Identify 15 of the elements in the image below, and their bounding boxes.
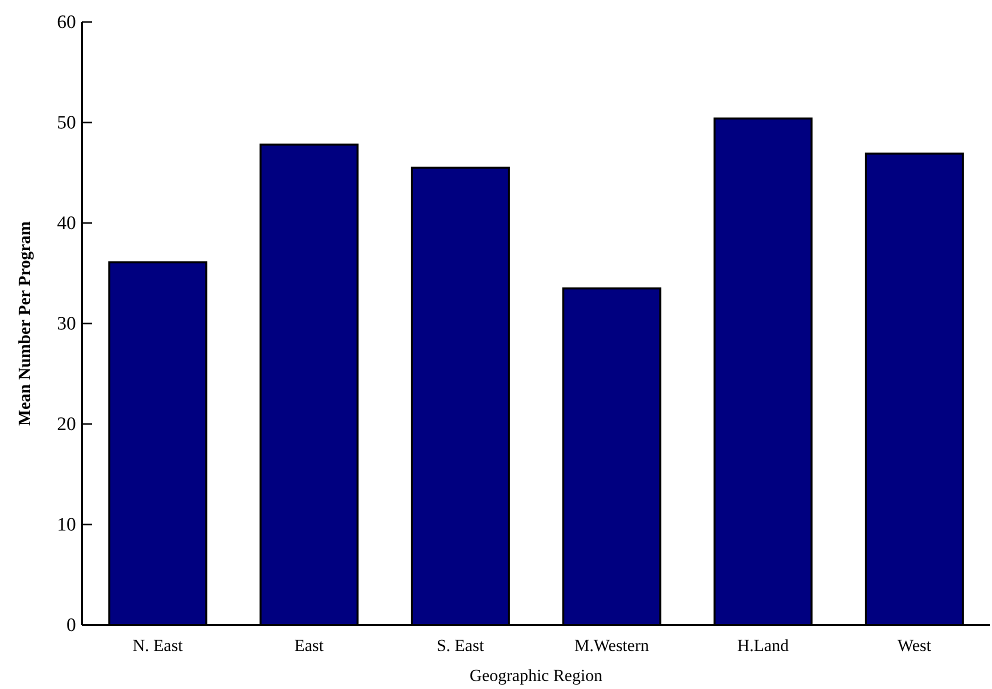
y-tick-label: 60: [57, 12, 76, 33]
x-tick-label: M.Western: [574, 636, 650, 656]
x-tick-label: N. East: [132, 636, 183, 656]
y-axis-title: Mean Number Per Program: [15, 221, 34, 426]
y-tick-label: 40: [57, 213, 76, 234]
x-tick-label: East: [294, 636, 324, 656]
y-tick-label: 50: [57, 112, 76, 134]
y-tick-label: 10: [57, 514, 76, 536]
x-tick-label: S. East: [436, 636, 484, 656]
y-tick-label: 30: [57, 314, 76, 334]
x-tick-label: H.Land: [737, 636, 790, 656]
y-tick-label: 0: [66, 615, 76, 636]
x-axis-title: Geographic Region: [470, 666, 603, 685]
x-tick-label: West: [898, 636, 932, 656]
y-tick-label: 20: [57, 414, 76, 435]
